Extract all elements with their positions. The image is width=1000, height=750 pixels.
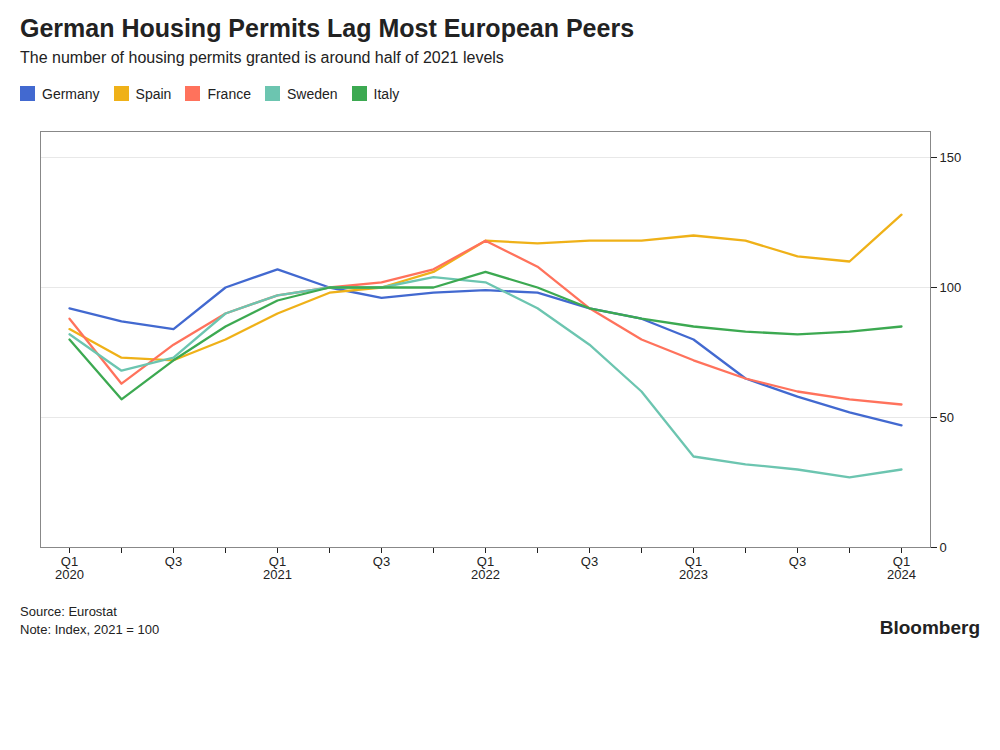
svg-text:Q12023: Q12023 xyxy=(679,554,708,582)
svg-text:Q12022: Q12022 xyxy=(471,554,500,582)
html-text:Source: Eurostat: Source: Eurostat xyxy=(20,604,117,619)
svg-text:Q12024: Q12024 xyxy=(887,554,916,582)
svg-text:Q3: Q3 xyxy=(581,554,598,569)
svg-text:Q12020: Q12020 xyxy=(55,554,84,582)
svg-text:Q3: Q3 xyxy=(789,554,806,569)
svg-text:50: 50 xyxy=(940,410,954,425)
html-text:Germany: Germany xyxy=(42,85,100,102)
svg-text:Q3: Q3 xyxy=(373,554,390,569)
svg-text:100: 100 xyxy=(940,280,962,295)
html-text:Sweden: Sweden xyxy=(287,85,338,102)
html-text:German Housing Permits Lag Mos: German Housing Permits Lag Most European… xyxy=(20,14,634,42)
html-text:Spain: Spain xyxy=(135,85,172,102)
svg-text:Q3: Q3 xyxy=(165,554,182,569)
svg-text:0: 0 xyxy=(940,540,947,555)
html-text:France: France xyxy=(207,85,251,102)
html-text:The number of housing permits: The number of housing permits granted is… xyxy=(20,49,504,66)
html-text:Italy: Italy xyxy=(373,85,400,102)
svg-text:150: 150 xyxy=(940,150,962,165)
html-text:Bloomberg: Bloomberg xyxy=(879,617,980,639)
html-text:Note: Index, 2021 = 100: Note: Index, 2021 = 100 xyxy=(20,622,160,638)
svg-text:Q12021: Q12021 xyxy=(263,554,292,582)
